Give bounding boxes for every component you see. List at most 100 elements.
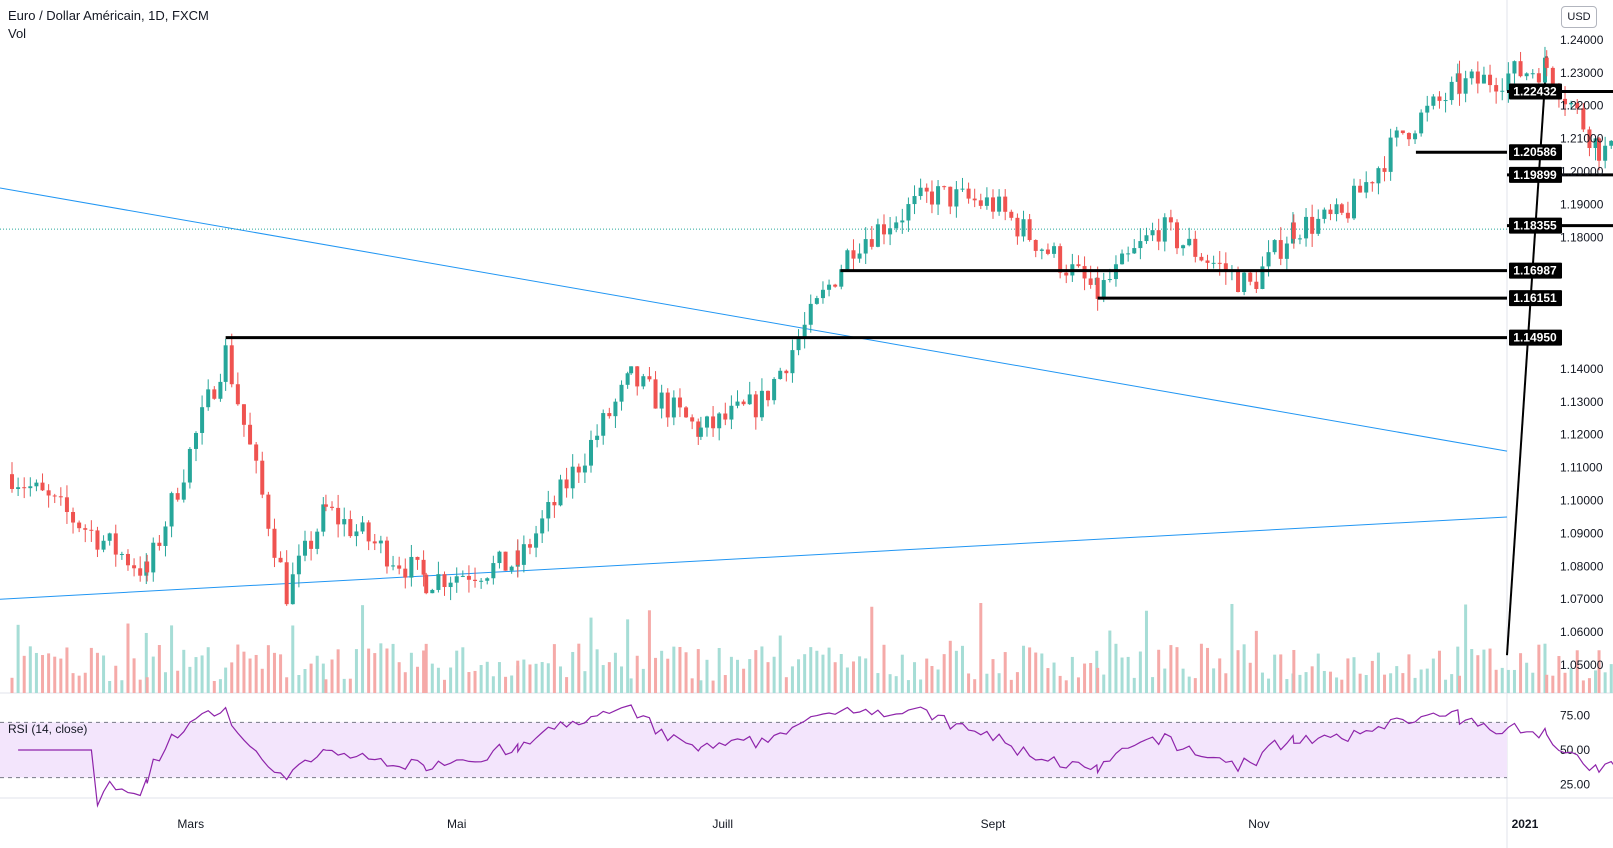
candle-body bbox=[1101, 280, 1106, 299]
volume-bar bbox=[1273, 654, 1277, 693]
candle-body bbox=[503, 551, 508, 571]
volume-bar bbox=[297, 675, 301, 693]
volume-bar bbox=[1083, 663, 1087, 693]
candle-body bbox=[403, 568, 408, 578]
volume-bar bbox=[1525, 662, 1529, 693]
volume-bar bbox=[589, 617, 593, 693]
price-level-label: 1.16151 bbox=[1513, 291, 1557, 305]
horizontal-levels[interactable]: 1.22432 1.20586 1.19899 1.18355 1.16987 1.161… bbox=[225, 83, 1613, 346]
candle-body bbox=[1039, 249, 1044, 251]
volume-bar bbox=[1267, 678, 1271, 693]
volume-bar bbox=[1389, 673, 1393, 693]
candle-body bbox=[576, 466, 581, 473]
candle-body bbox=[1358, 185, 1363, 193]
volume-bar bbox=[803, 654, 807, 693]
volume-bar bbox=[1346, 658, 1350, 693]
volume-bar bbox=[424, 643, 428, 693]
volume-bar bbox=[182, 649, 186, 693]
volume-bar bbox=[583, 671, 587, 693]
candle-body bbox=[89, 529, 94, 531]
candle-body bbox=[595, 435, 600, 440]
candle-body bbox=[625, 373, 630, 385]
candle-body bbox=[882, 224, 886, 235]
candle-body bbox=[58, 496, 63, 498]
candle-body bbox=[1481, 74, 1486, 84]
candle-body bbox=[723, 413, 728, 420]
volume-bar bbox=[1120, 657, 1124, 693]
volume-bar bbox=[242, 651, 246, 693]
volume-bar bbox=[1322, 670, 1326, 693]
candle-body bbox=[845, 250, 850, 270]
chart-title: Euro / Dollar Américain, 1D, FXCM bbox=[8, 8, 209, 23]
volume-bar bbox=[522, 659, 526, 693]
candle-body bbox=[906, 204, 911, 221]
candle-body bbox=[704, 416, 709, 428]
volume-bar bbox=[151, 656, 155, 693]
candle-body bbox=[64, 497, 69, 513]
time-tick-label: Mars bbox=[177, 817, 204, 831]
volume-bar bbox=[1126, 656, 1130, 693]
volume-bar bbox=[821, 654, 825, 693]
candle-body bbox=[366, 522, 371, 542]
candle-body bbox=[1193, 238, 1198, 257]
candle-body bbox=[342, 519, 347, 525]
volume-bar bbox=[1316, 653, 1320, 693]
volume-bar bbox=[1292, 649, 1296, 693]
price-level-label: 1.14950 bbox=[1513, 331, 1557, 345]
candle-body bbox=[966, 188, 971, 199]
volume-bar bbox=[504, 676, 508, 693]
volume-bar bbox=[1034, 652, 1038, 693]
candle-body bbox=[607, 413, 612, 417]
candle-body bbox=[653, 379, 658, 409]
candle-body bbox=[193, 432, 198, 449]
volume-bar bbox=[409, 652, 413, 693]
volume-bar bbox=[330, 659, 334, 693]
volume-bar bbox=[1089, 662, 1093, 693]
candle-body bbox=[1581, 108, 1586, 130]
volume-bar bbox=[1335, 677, 1339, 693]
candle-body bbox=[336, 507, 341, 525]
volume-bar bbox=[497, 662, 501, 693]
volume-bar bbox=[1248, 662, 1252, 693]
candle-body bbox=[1088, 278, 1093, 285]
volume-bar bbox=[558, 666, 562, 693]
candle-body bbox=[784, 370, 789, 374]
volume-bar bbox=[391, 643, 395, 693]
candle-body bbox=[175, 493, 180, 500]
candle-body bbox=[1045, 249, 1050, 254]
volume-bar bbox=[577, 643, 581, 693]
volume-bar bbox=[34, 652, 38, 693]
candle-body bbox=[741, 401, 746, 405]
volume-bar bbox=[845, 667, 849, 693]
candle-body bbox=[132, 565, 137, 569]
candle-body bbox=[1394, 130, 1399, 138]
volume-bar bbox=[1482, 649, 1486, 693]
candle-body bbox=[1284, 243, 1289, 259]
volume-bar bbox=[888, 674, 892, 693]
price-tick-label: 1.11000 bbox=[1560, 461, 1603, 475]
candle-body bbox=[527, 544, 532, 548]
volume-bar bbox=[672, 646, 676, 693]
candle-body bbox=[1437, 96, 1442, 101]
volume-bar bbox=[188, 666, 192, 693]
volume-bar bbox=[607, 662, 611, 693]
volume-bar bbox=[176, 670, 180, 693]
volume-bar bbox=[1310, 666, 1314, 693]
trendlines[interactable] bbox=[0, 56, 1613, 656]
candle-body bbox=[729, 405, 734, 420]
candle-body bbox=[546, 502, 551, 519]
rsi-panel: 75.00 50.00 25.00 bbox=[0, 704, 1613, 808]
currency-button[interactable]: USD bbox=[1561, 6, 1597, 28]
volume-bar bbox=[858, 656, 862, 693]
volume-bar bbox=[1096, 667, 1100, 693]
candle-body bbox=[212, 389, 217, 399]
candle-body bbox=[1168, 217, 1173, 223]
candle-body bbox=[223, 345, 228, 382]
candle-body bbox=[1254, 281, 1259, 289]
candle-body bbox=[635, 366, 640, 387]
candle-body bbox=[77, 522, 82, 529]
volume-bar bbox=[1494, 669, 1498, 693]
volume-bar bbox=[699, 680, 703, 693]
volume-bar bbox=[236, 644, 240, 693]
